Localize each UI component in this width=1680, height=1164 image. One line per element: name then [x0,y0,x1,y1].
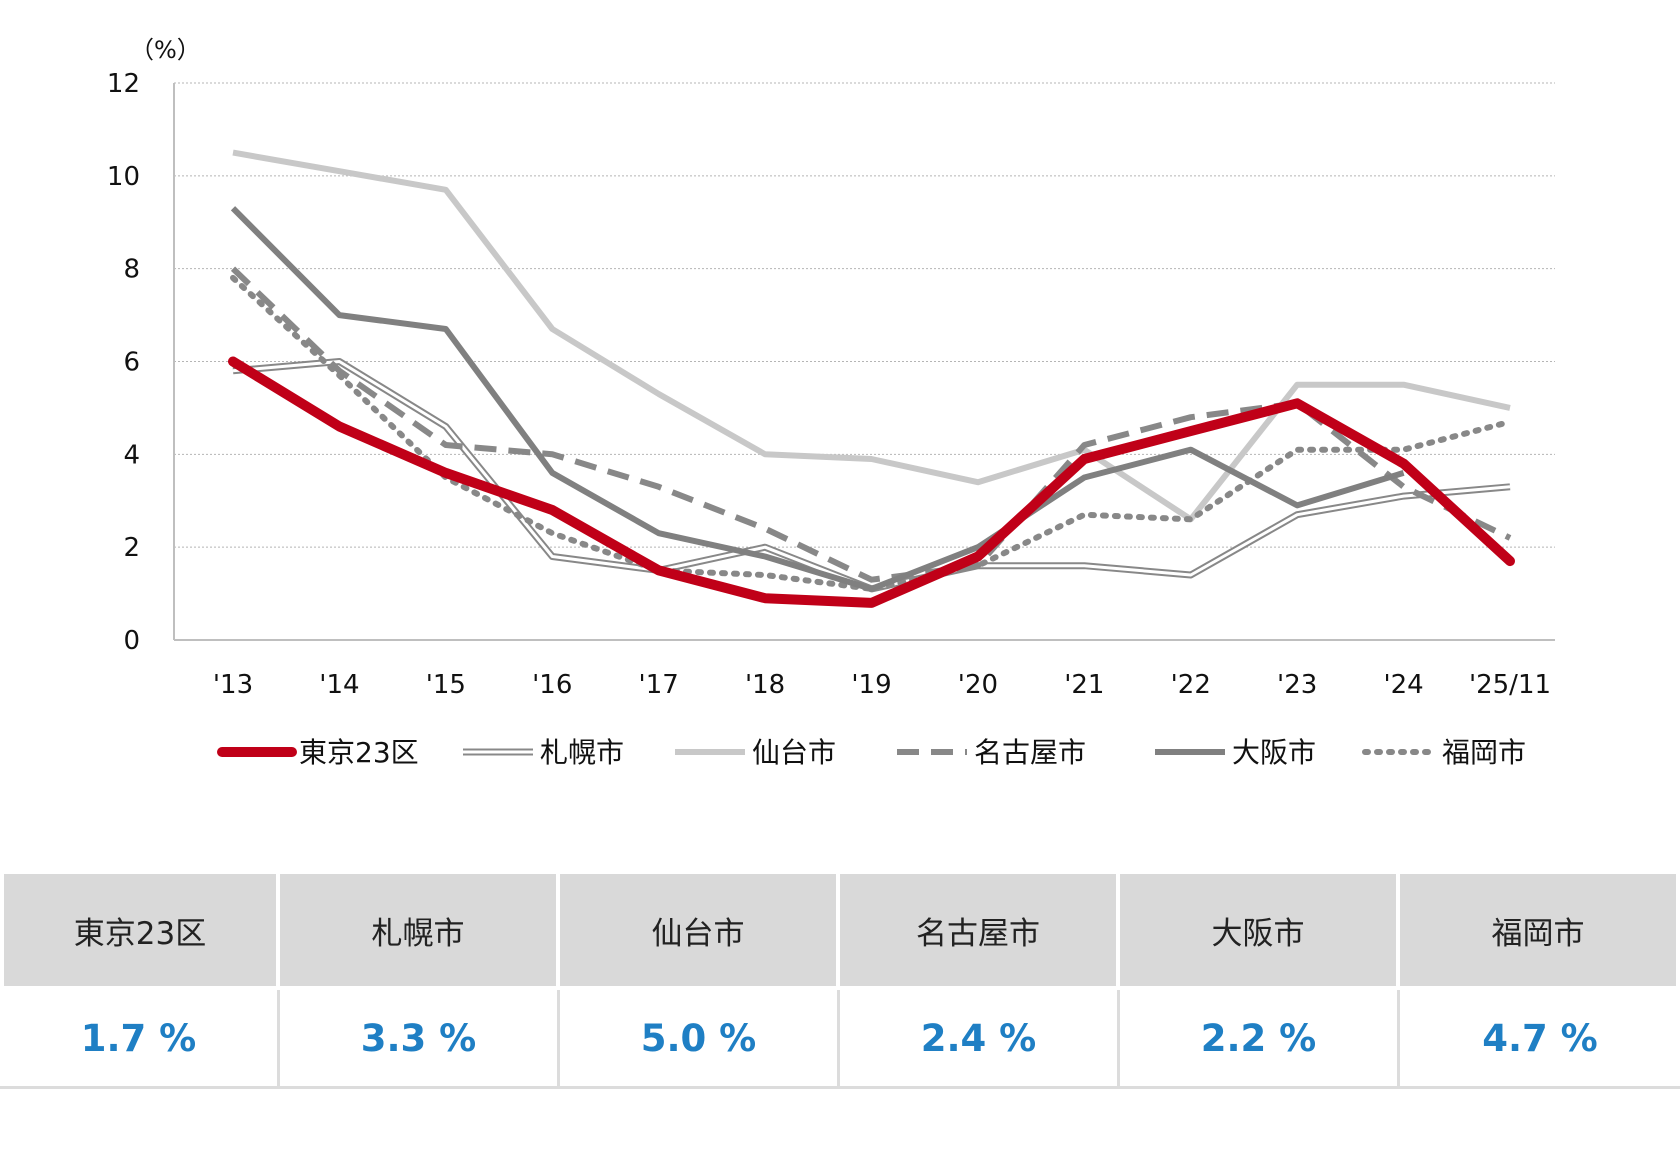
legend-item: 札幌市 [463,736,624,769]
legend-label: 大阪市 [1232,736,1316,769]
summary-value-cell: 3.3 % [280,990,560,1086]
series-1 [232,358,1511,593]
x-tick-label: '22 [1171,670,1211,700]
legend-label: 東京23区 [299,736,419,769]
summary-value-row: 1.7 % 3.3 % 5.0 % 2.4 % 2.2 % 4.7 % [0,990,1680,1086]
summary-header-row: 東京23区 札幌市 仙台市 名古屋市 大阪市 福岡市 [0,874,1680,990]
axes [173,83,1555,641]
summary-header-cell: 福岡市 [1400,874,1680,990]
y-tick-label: 6 [123,348,140,378]
x-tick-label: '18 [745,670,785,700]
summary-table: 東京23区 札幌市 仙台市 名古屋市 大阪市 福岡市 1.7 % 3.3 % 5.0 % 2.4… [0,874,1680,1089]
summary-value-cell: 2.4 % [840,990,1120,1086]
legend-item: 名古屋市 [897,736,1086,769]
legend: 東京23区 札幌市 仙台市 名古屋市 大阪市 福岡市 [217,736,1526,769]
summary-header-cell: 東京23区 [0,874,280,990]
x-tick-label: '17 [639,670,679,700]
summary-value-cell: 1.7 % [0,990,280,1086]
summary-value-cell: 2.2 % [1120,990,1400,1086]
x-tick-label: '21 [1064,670,1104,700]
series-line-inner-1 [232,360,1511,591]
x-tick-label: '14 [319,670,359,700]
series-line-5 [230,206,1405,592]
y-tick-label: 2 [123,533,140,563]
legend-label: 名古屋市 [974,736,1086,769]
y-tick-label: 8 [123,255,140,285]
x-tick-label: '16 [532,670,572,700]
series-line-6 [228,356,1515,608]
y-axis-unit-label: （%） [130,36,201,64]
summary-header-cell: 大阪市 [1120,874,1400,990]
gridlines [174,82,1555,548]
series-5 [230,206,1405,592]
x-tick-labels: '13 '14 '15 '16 '17 '18 '19 '20 '21 '22 '23 '24 '25/… [213,670,1551,700]
legend-item: 大阪市 [1155,736,1316,769]
legend-label: 仙台市 [752,736,836,769]
summary-header-cell: 札幌市 [280,874,560,990]
y-tick-label: 12 [107,69,140,99]
x-tick-label: '19 [851,670,891,700]
legend-item: 福岡市 [1362,736,1526,769]
y-tick-label: 10 [107,162,140,192]
series-line-2 [232,149,1511,523]
x-tick-label: '15 [426,670,466,700]
legend-item: 東京23区 [217,736,419,769]
legend-label: 福岡市 [1442,736,1526,769]
legend-label: 札幌市 [540,736,624,769]
y-tick-label: 0 [123,626,140,656]
y-tick-labels: 0 2 4 6 8 10 12 [107,69,140,656]
x-tick-label: '20 [958,670,998,700]
legend-item: 仙台市 [675,736,836,769]
x-tick-label: '25/11 [1469,670,1551,700]
summary-value-cell: 4.7 % [1400,990,1680,1086]
series-line-1 [232,358,1511,593]
series-2 [232,149,1511,523]
summary-header-cell: 名古屋市 [840,874,1120,990]
summary-header-cell: 仙台市 [560,874,840,990]
series-line-4 [230,266,1512,583]
y-tick-label: 4 [123,440,140,470]
series-4 [230,266,1512,583]
x-tick-label: '24 [1383,670,1423,700]
line-chart: 0 2 4 6 8 10 12 '13 '14 '15 '16 '17 '18 '19 '20 '21 '22… [107,36,1555,769]
x-tick-label: '13 [213,670,253,700]
series-lines [228,149,1515,608]
summary-value-cell: 5.0 % [560,990,840,1086]
series-6 [228,356,1515,608]
x-tick-label: '23 [1277,670,1317,700]
